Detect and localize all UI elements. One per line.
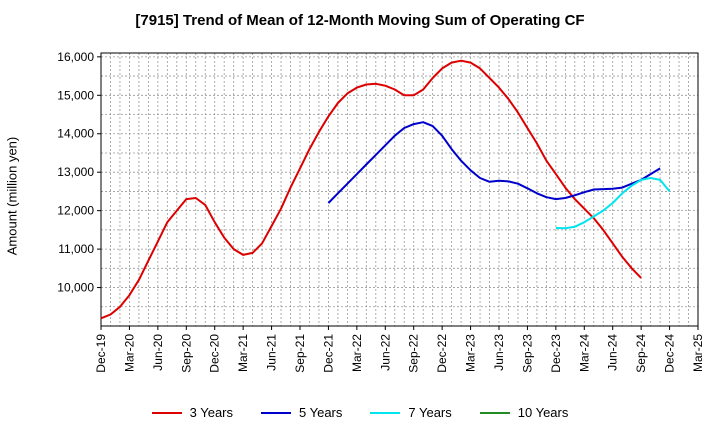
legend-item: 3 Years <box>151 405 233 420</box>
axes: 10,000 11,000 12,000 13,000 14,000 15,000 16,0… <box>57 50 705 373</box>
y-tick-label: 14,000 <box>57 127 94 141</box>
x-tick-label: Jun-20 <box>151 334 165 371</box>
x-tick-label: Mar-23 <box>464 334 478 372</box>
x-tick-label: Dec-19 <box>94 334 108 373</box>
x-tick-label: Mar-20 <box>122 334 136 372</box>
plot-frame <box>100 52 699 327</box>
x-tick-label: Jun-23 <box>492 334 506 371</box>
chart-plot: 10,000 11,000 12,000 13,000 14,000 15,000 16,0… <box>57 50 705 373</box>
y-tick-label: 13,000 <box>57 165 94 179</box>
x-tick-label: Dec-24 <box>663 334 677 373</box>
grid-lines <box>101 53 698 326</box>
legend-swatch <box>151 411 182 414</box>
legend-label: 5 Years <box>299 405 343 420</box>
x-tick-label: Jun-21 <box>265 334 279 371</box>
x-tick-label: Jun-22 <box>378 334 392 371</box>
series-lines <box>100 59 671 320</box>
chart-title: [7915] Trend of Mean of 12-Month Moving … <box>135 12 585 29</box>
y-tick-label: 15,000 <box>57 88 94 102</box>
legend-item: 10 Years <box>479 405 569 420</box>
x-tick-label: Sep-20 <box>179 334 193 373</box>
x-tick-label: Dec-22 <box>435 334 449 373</box>
x-tick-label: Mar-25 <box>691 334 705 372</box>
legend-label: 3 Years <box>189 405 233 420</box>
legend-item: 5 Years <box>261 405 342 420</box>
x-tick-label: Jun-24 <box>606 334 620 371</box>
x-tick-label: Mar-24 <box>577 334 591 372</box>
x-tick-label: Dec-20 <box>208 334 222 373</box>
y-tick-label: 11,000 <box>58 242 94 256</box>
series-line-3-years <box>100 59 642 320</box>
x-tick-label: Sep-21 <box>293 334 307 373</box>
x-tick-label: Mar-21 <box>236 334 250 372</box>
x-tick-label: Dec-23 <box>549 334 563 373</box>
y-tick-label: 12,000 <box>57 204 94 218</box>
legend: 3 Years 5 Years 7 Years 10 Years <box>0 405 720 420</box>
x-tick-label: Sep-22 <box>407 334 421 373</box>
y-tick-label: 10,000 <box>57 281 94 295</box>
legend-label: 7 Years <box>408 405 452 420</box>
legend-item: 7 Years <box>370 405 452 420</box>
series-line-7-years <box>555 177 671 230</box>
x-tick-label: Dec-21 <box>321 334 335 373</box>
y-tick-label: 16,000 <box>57 50 94 64</box>
legend-swatch <box>370 411 401 414</box>
legend-swatch <box>261 411 291 414</box>
x-tick-label: Sep-23 <box>520 334 534 373</box>
x-tick-label: Mar-22 <box>350 334 364 372</box>
series-line-5-years <box>327 121 661 204</box>
legend-label: 10 Years <box>517 405 569 420</box>
legend-swatch <box>479 411 510 414</box>
x-tick-label: Sep-24 <box>634 334 648 373</box>
